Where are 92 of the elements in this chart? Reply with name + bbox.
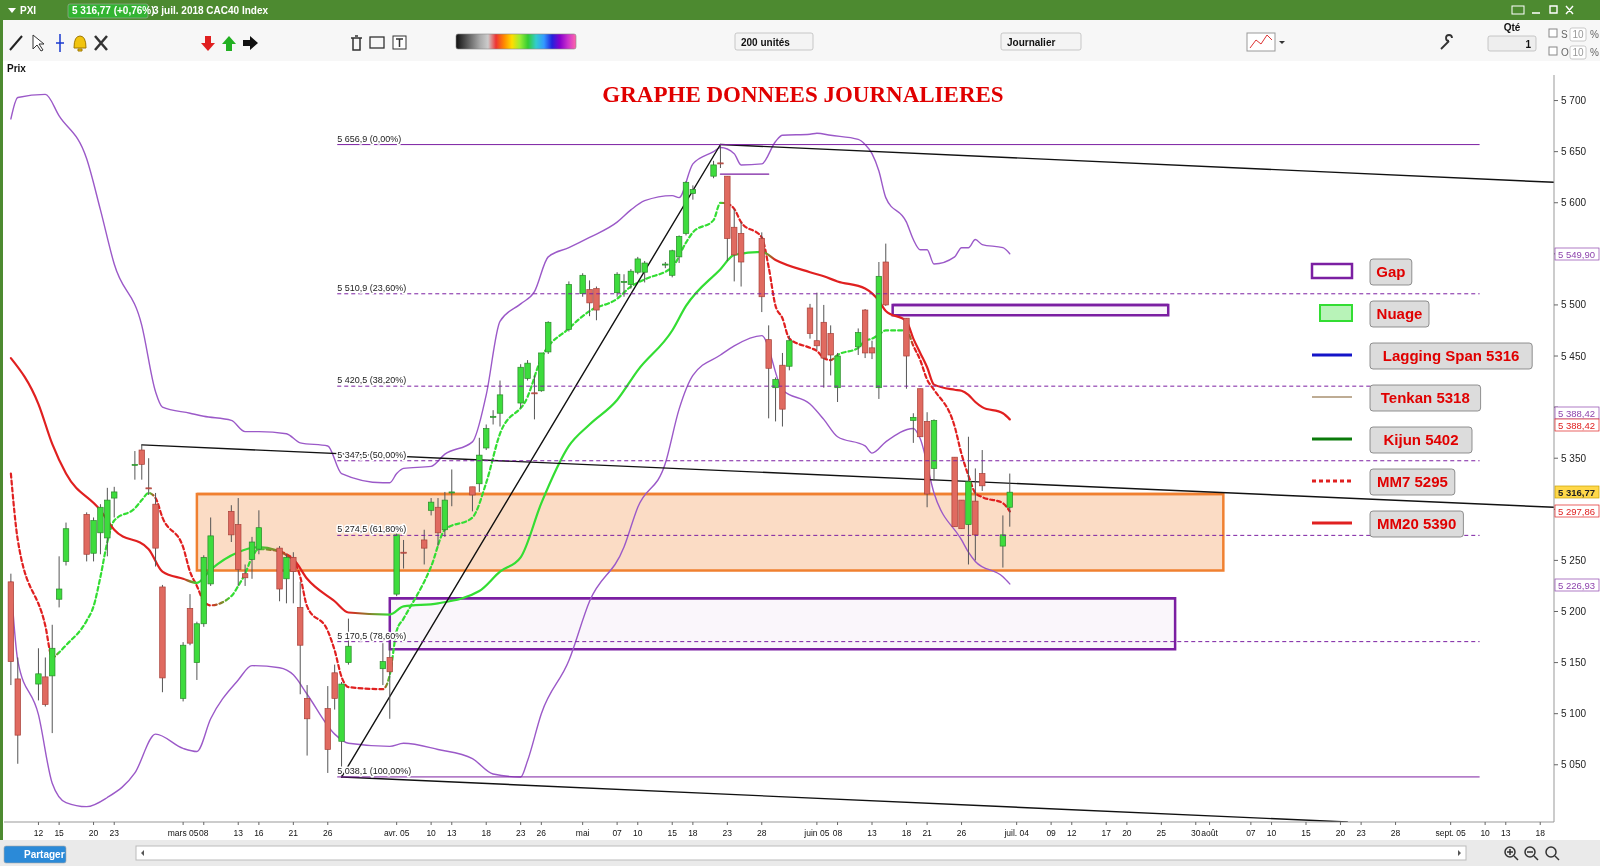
x-tick-label: 21 (922, 828, 933, 838)
text: 5 316,77 (1558, 486, 1595, 498)
x-tick-label: avr. 05 (383, 828, 410, 838)
x-tick-label: 28 (1390, 828, 1401, 838)
annotation: Kijun 5402 (1383, 431, 1459, 448)
text: 5 388,42 (1558, 419, 1595, 431)
x-tick-label: 15 (54, 828, 65, 838)
chart-title: GRAPHE DONNEES JOURNALIERES (602, 82, 1004, 107)
y-tick-label: 5 350 (1561, 452, 1587, 464)
x-tick-label: 10 (426, 828, 437, 838)
y-tick-label: 5 150 (1561, 657, 1587, 669)
y-tick-label: 5 700 (1561, 95, 1587, 107)
x-tick-label: 13 (447, 828, 457, 838)
text: S (1561, 29, 1568, 40)
legend-label: Gap (1376, 263, 1406, 280)
text: Partager (24, 849, 65, 860)
x-tick-label: 23 (515, 828, 526, 838)
x-tick-label: 12 (33, 828, 44, 838)
x-tick-label: 13 (867, 828, 877, 838)
x-tick-label: 20 (1335, 828, 1346, 838)
x-tick-label: 13 (233, 828, 244, 838)
ref-line-label: 5 510,9 (23,60%) (337, 282, 407, 293)
x-tick-label: 08 (832, 828, 843, 838)
x-tick-label: 18 (688, 828, 698, 838)
text: 5 316,77 (+0,76%) (72, 5, 155, 16)
x-tick-label: 07 (612, 828, 623, 838)
x-tick-label: 23 (1356, 828, 1367, 838)
x-tick-label: 18 (901, 828, 912, 838)
x-tick-label: 28 (757, 828, 767, 838)
x-tick-label: 15 (1301, 828, 1311, 838)
ref-line-label: 5 038,1 (100,00%) (337, 765, 412, 776)
x-tick-label: 17 (1101, 828, 1112, 838)
x-tick-label: 13 (1501, 828, 1511, 838)
x-tick-label: 09 (1046, 828, 1057, 838)
text: 3 juil. 2018 CAC40 Index (153, 5, 269, 16)
text: % (1590, 29, 1599, 40)
legend-label: MM7 5295 (1376, 473, 1448, 490)
text: % (1590, 47, 1599, 58)
x-tick-label: 12 (1067, 828, 1077, 838)
x-tick-label: 15 (667, 828, 678, 838)
x-tick-label: 26 (536, 828, 547, 838)
y-tick-label: 5 250 (1561, 554, 1587, 566)
ref-line-label: 5 274,5 (61,80%) (337, 524, 407, 535)
x-tick-label: 23 (722, 828, 733, 838)
annotation: Tenkan 5318 (1380, 389, 1470, 406)
x-tick-label: 08 (199, 828, 209, 838)
x-tick-label: 18 (481, 828, 492, 838)
legend-label: MM20 5390 (1377, 515, 1457, 532)
text: Journalier (1007, 37, 1056, 48)
x-tick-label: 18 (1535, 828, 1546, 838)
annotation: Lagging Span 5316 (1382, 347, 1520, 364)
text: 200 unités (741, 37, 791, 48)
text: Qté (1503, 22, 1521, 33)
text: 5 388,42 (1558, 407, 1595, 419)
x-tick-label: 26 (323, 828, 333, 838)
x-tick-label: 30 (1191, 828, 1201, 838)
x-tick-label: sept. 05 (1435, 828, 1467, 838)
text: 10 (1572, 29, 1584, 40)
x-tick-label: juin 05 (803, 828, 830, 838)
text: 5 226,93 (1558, 579, 1595, 591)
x-tick-label: 20 (1122, 828, 1132, 838)
text: Prix (7, 63, 27, 74)
ref-line-label: 5 656,9 (0,00%) (337, 133, 402, 144)
x-tick-label: mai (575, 828, 590, 838)
y-tick-label: 5 100 (1561, 708, 1587, 720)
text: 5 297,86 (1558, 505, 1595, 517)
y-tick-label: 5 500 (1561, 299, 1587, 311)
text: 1 (1525, 39, 1532, 50)
x-tick-label: 21 (288, 828, 299, 838)
x-tick-label: 23 (109, 828, 120, 838)
x-tick-label: août (1201, 828, 1219, 838)
x-tick-label: 16 (254, 828, 264, 838)
x-tick-label: 26 (956, 828, 967, 838)
text: 5 549,90 (1558, 248, 1595, 260)
y-tick-label: 5 200 (1561, 605, 1587, 617)
x-tick-label: 25 (1156, 828, 1167, 838)
x-tick-label: 10 (1266, 828, 1277, 838)
text: 10 (1572, 47, 1584, 58)
annotation: Nuage (1376, 305, 1423, 322)
x-tick-label: 10 (633, 828, 643, 838)
x-tick-label: 07 (1246, 828, 1256, 838)
x-tick-label: 20 (88, 828, 99, 838)
text: O (1561, 47, 1569, 58)
text: PXI (20, 5, 37, 16)
x-tick-label: juil. 04 (1003, 828, 1030, 838)
y-tick-label: 5 450 (1561, 350, 1587, 362)
y-tick-label: 5 600 (1561, 197, 1587, 209)
ref-line-label: 5 420,5 (38,20%) (337, 375, 407, 386)
x-tick-label: mars 05 (167, 828, 199, 838)
x-tick-label: 10 (1480, 828, 1491, 838)
y-tick-label: 5 650 (1561, 146, 1587, 158)
y-tick-label: 5 050 (1561, 759, 1587, 771)
